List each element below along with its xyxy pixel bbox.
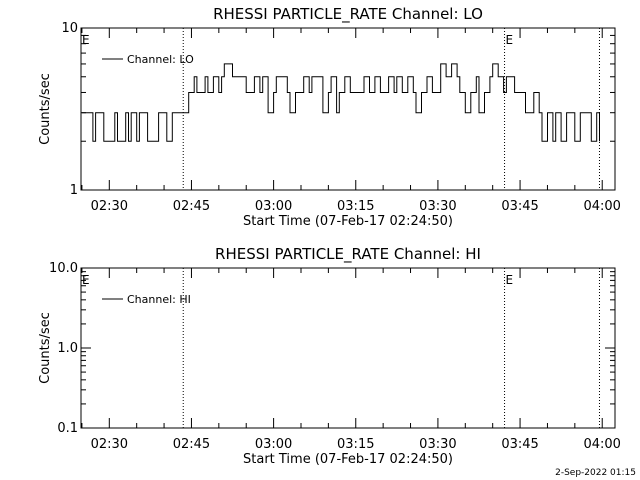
y-tick-label: 10.0 [49, 261, 78, 276]
y-axis-label: Counts/sec [38, 73, 53, 145]
x-tick-label: 02:45 [173, 437, 210, 452]
event-marker-label: E [506, 273, 514, 287]
x-tick-label: 03:15 [337, 199, 374, 214]
chart-title: RHESSI PARTICLE_RATE Channel: HI [215, 245, 481, 264]
y-tick-label: 10 [61, 21, 78, 36]
x-tick-label: 03:30 [419, 437, 456, 452]
y-axis-label: Counts/sec [38, 312, 53, 384]
x-tick-label: 02:30 [91, 199, 128, 214]
panel-1 [80, 267, 616, 429]
panel-0 [80, 27, 616, 191]
legend-label: Channel: LO [127, 53, 194, 66]
footer-timestamp: 2-Sep-2022 01:15 [555, 468, 636, 478]
x-tick-label: 03:15 [337, 437, 374, 452]
x-tick-label: 04:00 [583, 437, 620, 452]
y-tick-label: 1.0 [57, 341, 78, 356]
x-tick-label: 03:45 [501, 437, 538, 452]
y-tick-label: 0.1 [57, 421, 78, 436]
series-line-channel-lo [81, 63, 600, 142]
event-marker-label: E [506, 33, 514, 47]
x-axis-label: Start Time (07-Feb-17 02:24:50) [243, 452, 453, 467]
event-marker-label: E [82, 33, 90, 47]
x-tick-label: 03:00 [255, 437, 292, 452]
event-marker-label: E [82, 273, 90, 287]
legend-label: Channel: HI [127, 293, 191, 306]
plot-frame [80, 27, 616, 191]
x-tick-label: 02:30 [91, 437, 128, 452]
y-tick-label: 1 [70, 183, 78, 198]
x-tick-label: 04:00 [583, 199, 620, 214]
plot-frame [80, 267, 616, 429]
chart-title: RHESSI PARTICLE_RATE Channel: LO [213, 5, 483, 24]
x-tick-label: 03:30 [419, 199, 456, 214]
x-axis-label: Start Time (07-Feb-17 02:24:50) [243, 214, 453, 229]
x-tick-label: 03:00 [255, 199, 292, 214]
x-tick-label: 03:45 [501, 199, 538, 214]
x-tick-label: 02:45 [173, 199, 210, 214]
